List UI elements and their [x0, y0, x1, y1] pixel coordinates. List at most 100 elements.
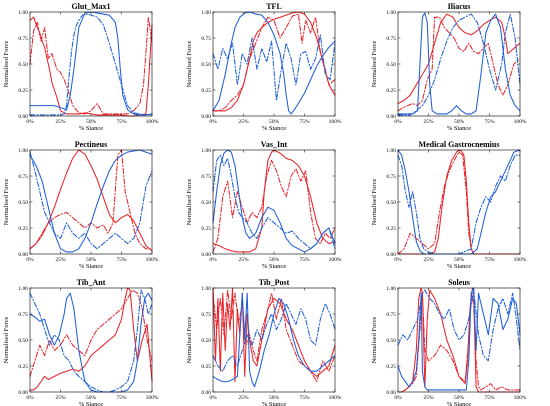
x-tick-label: 100%	[514, 395, 527, 401]
x-tick-label: 50%	[86, 257, 97, 263]
x-tick-label: 100%	[146, 395, 159, 401]
y-tick-label: 1.00	[201, 148, 211, 154]
y-tick-label: 1.00	[18, 148, 28, 154]
series-line	[397, 149, 521, 255]
series-line	[29, 16, 153, 115]
y-tick-label: 0.25	[18, 226, 28, 232]
x-axis-label: % Stance	[79, 263, 103, 270]
y-axis-label: Normalised Force	[3, 41, 10, 88]
series-line	[212, 11, 336, 112]
x-tick-label: 25%	[238, 257, 249, 263]
x-axis-label: % Stance	[447, 263, 471, 270]
x-axis-label: % Stance	[447, 401, 471, 406]
series-line	[212, 292, 336, 388]
x-tick-label: 25%	[55, 395, 66, 401]
series-line	[212, 34, 336, 101]
y-tick-label: 1.00	[18, 10, 28, 16]
x-tick-label: 50%	[454, 395, 465, 401]
series-line	[212, 149, 336, 253]
x-tick-label: 75%	[116, 257, 127, 263]
x-axis-label: % Stance	[262, 401, 286, 406]
x-axis-label: % Stance	[262, 263, 286, 270]
y-tick-label: 0.75	[18, 174, 28, 180]
x-tick-label: 50%	[86, 119, 97, 125]
chart-panel: Medical Gastrocnemius 0% 25% 50% 75% 100% 0.00…	[371, 140, 527, 270]
y-tick-label: 1.00	[201, 10, 211, 16]
y-tick-label: 1.00	[386, 148, 396, 154]
x-tick-label: 0%	[394, 257, 402, 263]
x-axis-label: % Stance	[262, 125, 286, 132]
y-tick-label: 0.00	[18, 114, 28, 120]
x-tick-label: 75%	[116, 395, 127, 401]
chart-panel: Glut_Max1 0% 25% 50% 75% 100% 0.00 0.25 0.50 0.75…	[3, 2, 159, 132]
series-line	[29, 287, 153, 391]
chart-title: Tib_Post	[259, 278, 290, 287]
x-tick-label: 100%	[329, 119, 342, 125]
y-tick-label: 0.25	[201, 226, 211, 232]
series-line	[29, 151, 153, 250]
chart-title: Vas_Int	[261, 140, 288, 149]
y-tick-label: 1.00	[386, 10, 396, 16]
y-tick-label: 0.00	[386, 390, 396, 396]
x-tick-label: 75%	[484, 257, 495, 263]
x-tick-label: 50%	[454, 257, 465, 263]
series-line	[29, 13, 153, 116]
chart-panel: Vas_Int 0% 25% 50% 75% 100% 0.00 0.25 0.50 0.75 1.…	[186, 140, 342, 270]
x-tick-label: 25%	[55, 257, 66, 263]
y-tick-label: 0.75	[201, 174, 211, 180]
y-tick-label: 0.25	[386, 88, 396, 94]
series-line	[397, 287, 521, 391]
x-tick-label: 100%	[146, 119, 159, 125]
y-axis-label: Normalised Force	[186, 179, 193, 226]
x-tick-label: 0%	[394, 119, 402, 125]
x-tick-label: 100%	[146, 257, 159, 263]
x-tick-label: 25%	[423, 257, 434, 263]
y-tick-label: 0.50	[18, 62, 28, 68]
series-line	[212, 154, 336, 250]
x-tick-label: 50%	[269, 119, 280, 125]
series-line	[397, 13, 521, 105]
y-tick-label: 0.00	[386, 252, 396, 258]
x-tick-label: 0%	[209, 257, 217, 263]
chart-title: Soleus	[448, 278, 470, 287]
series-line	[397, 287, 521, 393]
y-tick-label: 0.25	[201, 88, 211, 94]
series-line	[397, 12, 521, 115]
y-tick-label: 0.50	[201, 338, 211, 344]
x-tick-label: 0%	[26, 395, 34, 401]
series-line	[212, 13, 336, 112]
series-line	[29, 289, 153, 377]
chart-panel: Iliacus 0% 25% 50% 75% 100% 0.00 0.25 0.50 0.75 1.…	[371, 2, 527, 132]
y-tick-label: 0.00	[18, 252, 28, 258]
series-line	[29, 149, 153, 253]
x-tick-label: 75%	[299, 395, 310, 401]
chart-panel: TFL 0% 25% 50% 75% 100% 0.00 0.25 0.50 0.75 1.00 % …	[186, 2, 342, 132]
y-tick-label: 0.00	[201, 252, 211, 258]
chart-panel: Pectineus 0% 25% 50% 75% 100% 0.00 0.25 0.50 0.75…	[3, 140, 159, 270]
x-tick-label: 0%	[394, 395, 402, 401]
y-axis-label: Normalised Force	[371, 317, 378, 364]
y-axis-label: Normalised Force	[371, 179, 378, 226]
y-tick-label: 0.25	[386, 364, 396, 370]
y-axis-label: Normalised Force	[3, 179, 10, 226]
x-axis-label: % Stance	[447, 125, 471, 132]
y-tick-label: 0.00	[201, 390, 211, 396]
y-tick-label: 0.75	[201, 312, 211, 318]
series-line	[397, 289, 521, 362]
chart-panel: Soleus 0% 25% 50% 75% 100% 0.00 0.25 0.50 0.75 1.0…	[371, 278, 527, 406]
chart-title: TFL	[266, 2, 282, 11]
chart-title: Medical Gastrocnemius	[419, 140, 500, 149]
y-tick-label: 0.00	[386, 114, 396, 120]
chart-title: Pectineus	[75, 140, 107, 149]
y-axis-label: Normalised Force	[186, 317, 193, 364]
x-tick-label: 25%	[55, 119, 66, 125]
y-axis-label: Normalised Force	[371, 41, 378, 88]
x-axis-label: % Stance	[79, 125, 103, 132]
series-line	[29, 11, 153, 116]
y-tick-label: 0.75	[18, 36, 28, 42]
x-tick-label: 0%	[209, 119, 217, 125]
chart-title: Tib_Ant	[77, 278, 106, 287]
y-tick-label: 0.75	[201, 36, 211, 42]
y-tick-label: 0.50	[386, 200, 396, 206]
